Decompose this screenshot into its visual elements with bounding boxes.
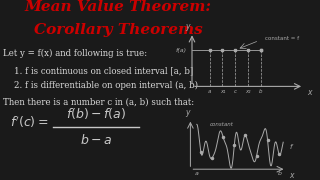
Text: x: x — [290, 171, 294, 180]
Text: f(a): f(a) — [176, 48, 187, 53]
Text: Then there is a number c in (a, b) such that:: Then there is a number c in (a, b) such … — [3, 97, 194, 106]
Text: x₂: x₂ — [245, 89, 251, 94]
Text: a: a — [195, 171, 199, 176]
Text: b: b — [278, 171, 282, 176]
Text: x₁: x₁ — [220, 89, 225, 94]
Text: a: a — [208, 89, 211, 94]
Text: Corollary Theorems: Corollary Theorems — [34, 23, 203, 37]
Text: 1. f is continuous on closed interval [a, b]: 1. f is continuous on closed interval [a… — [3, 67, 194, 76]
Text: constant = f: constant = f — [265, 36, 299, 41]
Text: c: c — [234, 89, 237, 94]
Text: Mean Value Theorem:: Mean Value Theorem: — [25, 0, 212, 14]
Text: 2. f is differentiable on open interval (a, b): 2. f is differentiable on open interval … — [3, 81, 198, 90]
Text: constant: constant — [210, 122, 234, 127]
Text: $b-a$: $b-a$ — [80, 133, 112, 147]
Text: x: x — [307, 88, 312, 97]
Text: y: y — [185, 108, 189, 117]
Text: $f(b)-f(a)$: $f(b)-f(a)$ — [66, 106, 126, 121]
Text: b: b — [259, 89, 262, 94]
Text: Let y = f(x) and following is true:: Let y = f(x) and following is true: — [3, 49, 147, 58]
Text: f: f — [290, 143, 292, 150]
Text: $f'(c)=$: $f'(c)=$ — [10, 115, 48, 130]
Text: y: y — [185, 22, 189, 31]
